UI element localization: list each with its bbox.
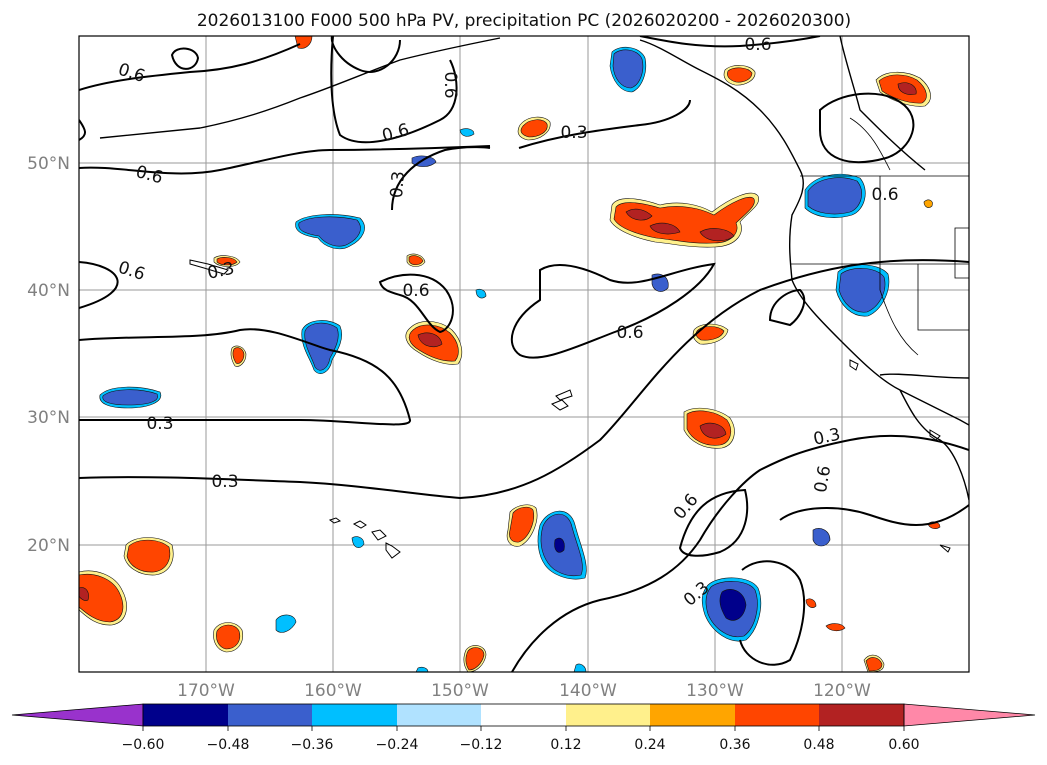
colorbar-swatch [650, 704, 735, 726]
blob-neg-17 [415, 666, 429, 672]
colorbar-swatch [397, 704, 481, 726]
colorbar-tick-label: 0.24 [634, 737, 665, 753]
latitude-labels: 50°N 40°N 30°N 20°N [27, 154, 70, 556]
blob-pos-1 [609, 192, 759, 248]
lon-label: 140°W [559, 681, 617, 701]
blob-neg-8 [609, 46, 647, 93]
blob-neg-9 [275, 614, 297, 633]
contour-label: 0.3 [560, 123, 587, 143]
colorbar-swatch [566, 704, 650, 726]
blob-pos-2 [405, 321, 463, 365]
blob-pos-10 [213, 622, 243, 653]
blob-pos-3 [683, 407, 735, 449]
colorbar-tick-labels: −0.60 −0.48 −0.36 −0.24 −0.12 0.12 0.24 … [122, 737, 920, 753]
blob-neg-16 [573, 663, 587, 672]
blob-neg-7 [99, 386, 162, 409]
blob-pos-9 [723, 65, 756, 86]
colorbar-tick-label: −0.12 [460, 737, 503, 753]
colorbar-tick-label: 0.12 [550, 737, 581, 753]
map-panel: 0.6 0.6 0.6 0.6 0.6 0.3 0.3 0.6 0.6 0.3 … [27, 35, 970, 701]
blob-neg-1 [295, 214, 365, 250]
contour-label: 0.3 [146, 414, 173, 434]
blob-pos-14 [213, 255, 241, 267]
contour-label: 0.6 [616, 323, 643, 343]
blob-pos-12 [463, 645, 487, 672]
colorbar-tick-label: 0.60 [888, 737, 919, 753]
contour-label: 0.6 [402, 281, 429, 301]
blob-neg-3 [537, 510, 587, 580]
map-background [79, 36, 969, 672]
blob-pos-7 [875, 71, 931, 107]
blob-pos-16 [863, 654, 885, 672]
colorbar-tick-label: −0.36 [291, 737, 334, 753]
lon-label: 160°W [304, 681, 362, 701]
lon-label: 170°W [177, 681, 235, 701]
colorbar-swatch [228, 704, 312, 726]
blob-neg-10 [812, 528, 831, 547]
lat-label: 40°N [27, 281, 70, 301]
contour-label: 0.6 [440, 71, 460, 98]
colorbar-tick-label: −0.60 [122, 737, 165, 753]
colorbar-swatch [481, 704, 566, 726]
lon-label: 150°W [431, 681, 489, 701]
islands [189, 259, 951, 559]
colorbar-tick-label: −0.24 [376, 737, 419, 753]
colorbar: −0.60 −0.48 −0.36 −0.24 −0.12 0.12 0.24 … [11, 703, 1036, 753]
blob-pos-15 [406, 253, 426, 267]
map-frame [78, 35, 970, 673]
colorbar-swatch [312, 704, 397, 726]
colorbar-tick-label: −0.48 [207, 737, 250, 753]
blob-neg-5 [835, 264, 890, 317]
contour-label: 0.3 [387, 170, 409, 199]
blob-pos-13 [230, 345, 247, 367]
colorbar-swatch [143, 704, 228, 726]
blob-neg-4 [701, 577, 762, 642]
coastlines [99, 36, 969, 501]
blob-pos-20 [923, 199, 933, 208]
blob-neg-6 [804, 173, 866, 218]
pv-contours [79, 36, 969, 672]
blob-pos-18 [825, 623, 846, 632]
colorbar-frame [142, 703, 905, 727]
colorbar-swatch [735, 704, 819, 726]
colorbar-extension-high [903, 703, 1036, 727]
contour-label: 0.6 [871, 185, 898, 205]
colorbar-tick-marks [142, 726, 905, 731]
figure-title: 2026013100 F000 500 hPa PV, precipitatio… [197, 11, 851, 31]
lon-label: 130°W [686, 681, 744, 701]
political-borders [790, 117, 969, 356]
contour-label: 0.6 [744, 35, 771, 55]
blob-pos-19 [805, 598, 817, 608]
blob-neg-13 [459, 128, 475, 137]
blob-pos-6 [506, 504, 538, 547]
longitude-labels: 170°W 160°W 150°W 140°W 130°W 120°W [177, 681, 871, 701]
colorbar-extension-low [11, 703, 144, 727]
blob-neg-14 [475, 288, 487, 299]
colorbar-tick-label: 0.48 [803, 737, 834, 753]
blob-pos-8 [517, 116, 551, 141]
lat-label: 30°N [27, 408, 70, 428]
lat-label: 20°N [27, 536, 70, 556]
blob-pos-4 [79, 570, 127, 626]
blob-neg-15 [351, 536, 365, 548]
contour-label: 0.3 [211, 472, 238, 492]
lon-label: 120°W [813, 681, 871, 701]
positive-precip-anomalies [79, 36, 941, 672]
colorbar-swatch [819, 704, 904, 726]
contour-label: 0.6 [811, 464, 835, 494]
lat-label: 50°N [27, 154, 70, 174]
blob-pos-5 [123, 537, 174, 576]
colorbar-tick-label: 0.36 [719, 737, 750, 753]
